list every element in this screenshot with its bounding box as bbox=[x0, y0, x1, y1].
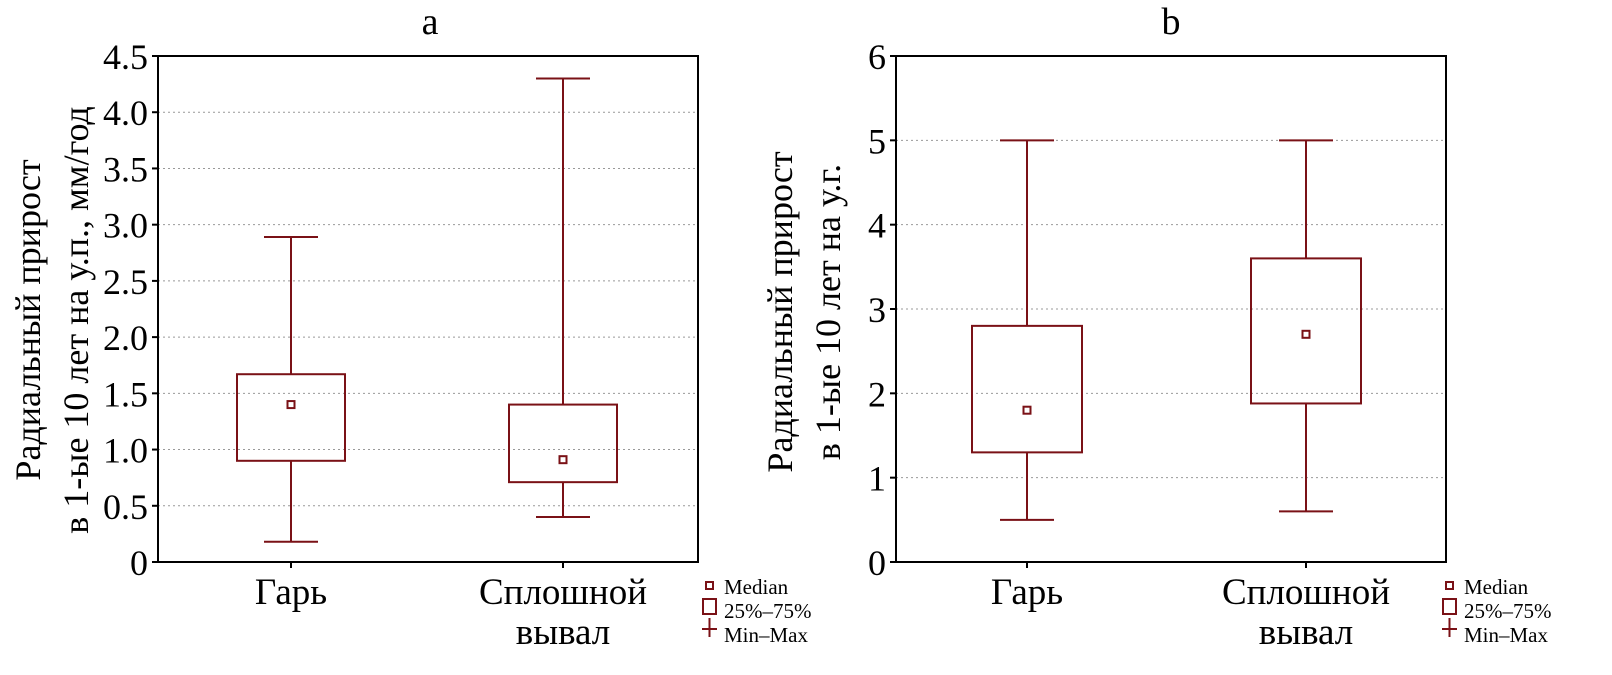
panel-b: b 0 1 2 3 4 5 6 Радиальный прирост в 1-ые 10 лет … bbox=[760, 1, 1552, 653]
box-plot-1 bbox=[236, 236, 346, 543]
legend-box-icon bbox=[702, 598, 717, 615]
plot-frame bbox=[157, 55, 699, 563]
panel-a: a 0 0.5 1.0 1.5 2.0 2.5 3.0 3.5 4.0 4.5 Радиальный … bbox=[8, 1, 812, 653]
category-label: Сплошной bbox=[479, 572, 647, 613]
y-tick-label: 3.0 bbox=[103, 206, 148, 246]
median-marker bbox=[1022, 405, 1032, 415]
y-tick-label: 0 bbox=[868, 543, 886, 583]
category-label: вывал bbox=[1259, 612, 1354, 653]
category-label: вывал bbox=[516, 612, 611, 653]
category-label: Гарь bbox=[255, 572, 327, 613]
panel-title: b bbox=[1162, 1, 1181, 43]
y-axis-title-line: Радиальный прирост bbox=[760, 151, 800, 472]
iqr-box bbox=[236, 373, 346, 462]
y-tick-label: 4.0 bbox=[103, 93, 148, 133]
box-plot-1 bbox=[971, 139, 1083, 521]
y-tick-label: 3.5 bbox=[103, 149, 148, 189]
y-tick-label: 1.0 bbox=[103, 431, 148, 471]
iqr-box bbox=[971, 324, 1083, 454]
y-tick-label: 0.5 bbox=[103, 487, 148, 527]
y-tick-label: 4.5 bbox=[103, 37, 148, 77]
y-axis-title-line: в 1-ые 10 лет на у.г. bbox=[808, 164, 848, 460]
legend-range-label: Min–Max bbox=[724, 623, 809, 647]
legend-median-label: Median bbox=[724, 575, 789, 599]
y-tick-label: 5 bbox=[868, 121, 886, 161]
panel-title: a bbox=[422, 1, 439, 43]
y-tick-label: 2 bbox=[868, 374, 886, 414]
y-tick-label: 3 bbox=[868, 290, 886, 330]
y-tick-label: 2.0 bbox=[103, 318, 148, 358]
box-plot-2 bbox=[508, 77, 618, 519]
box-plot-2 bbox=[1250, 139, 1362, 513]
median-marker bbox=[1301, 329, 1311, 339]
median-marker bbox=[286, 400, 296, 410]
y-tick-label: 1 bbox=[868, 459, 886, 499]
category-label: Гарь bbox=[991, 572, 1063, 613]
median-marker bbox=[558, 455, 568, 465]
legend-box-label: 25%–75% bbox=[1464, 599, 1552, 623]
iqr-box bbox=[508, 403, 618, 484]
y-tick-label: 0 bbox=[130, 543, 148, 583]
legend-median-label: Median bbox=[1464, 575, 1529, 599]
y-tick-label: 2.5 bbox=[103, 262, 148, 302]
legend-range-label: Min–Max bbox=[1464, 623, 1549, 647]
legend-median-icon bbox=[1445, 581, 1454, 590]
iqr-box bbox=[1250, 257, 1362, 405]
category-label: Сплошной bbox=[1222, 572, 1390, 613]
legend-median-icon bbox=[705, 581, 714, 590]
legend-box-label: 25%–75% bbox=[724, 599, 812, 623]
y-tick-label: 6 bbox=[868, 37, 886, 77]
legend-box-icon bbox=[1442, 598, 1457, 615]
y-axis-title-line: в 1-ые 10 лет на у.п., мм/год bbox=[56, 106, 96, 533]
y-tick-label: 4 bbox=[868, 206, 886, 246]
y-tick-label: 1.5 bbox=[103, 374, 148, 414]
y-axis-title-line: Радиальный прирост bbox=[8, 159, 48, 480]
